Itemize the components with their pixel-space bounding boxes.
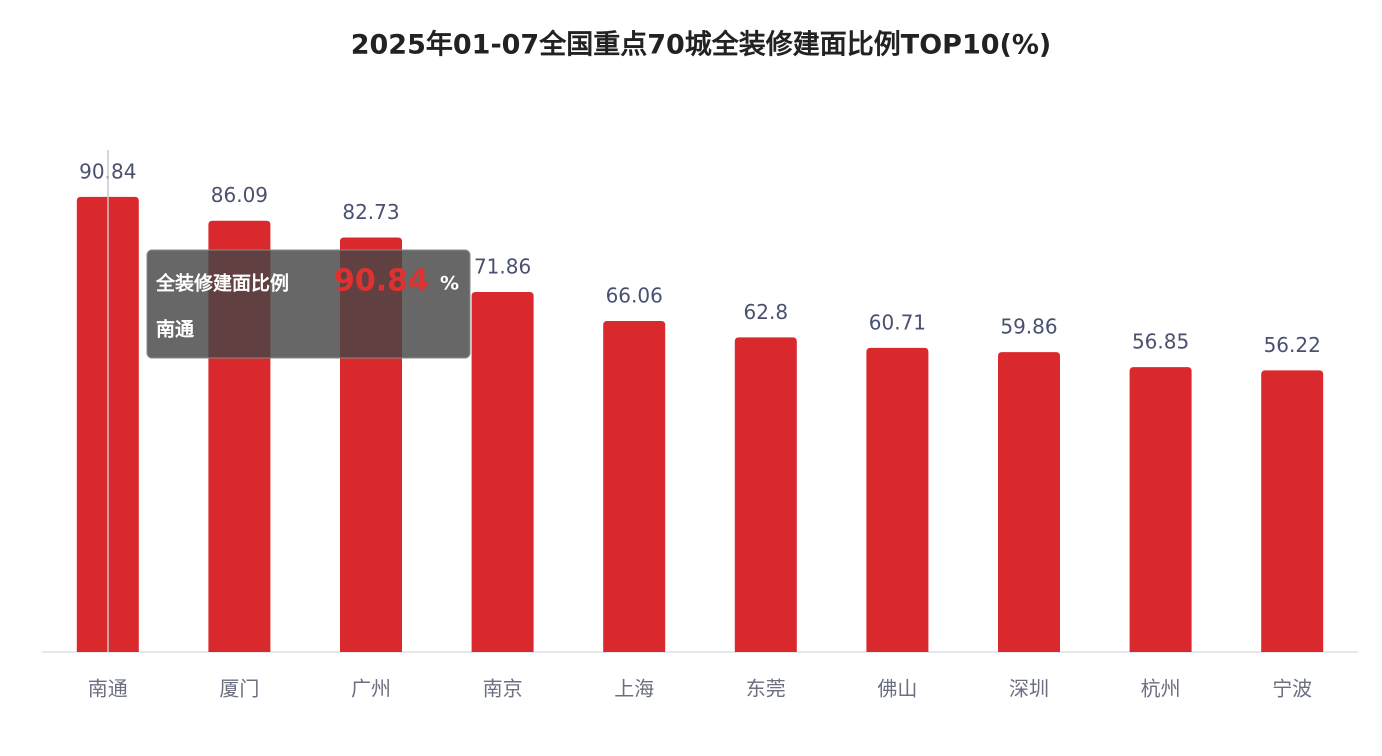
x-tick-label: 佛山 xyxy=(877,677,917,701)
bar xyxy=(734,337,797,652)
bar xyxy=(998,352,1060,652)
x-tick-label: 南通 xyxy=(88,677,128,701)
bar xyxy=(866,347,929,652)
x-tick-label: 广州 xyxy=(351,677,391,701)
tooltip-unit: % xyxy=(440,273,459,295)
tooltip-value: 90.84 xyxy=(334,264,429,299)
chart-title: 2025年01-07全国重点70城全装修建面比例TOP10(%) xyxy=(351,29,1052,61)
x-tick-label: 深圳 xyxy=(1009,677,1049,701)
value-label: 59.86 xyxy=(1000,315,1057,339)
x-tick-label: 厦门 xyxy=(219,677,259,701)
value-label: 86.09 xyxy=(211,183,268,207)
value-label: 82.73 xyxy=(342,200,399,224)
value-label: 66.06 xyxy=(606,284,663,308)
x-tick-label: 宁波 xyxy=(1272,677,1312,701)
tooltip-label: 全装修建面比例 xyxy=(155,272,289,295)
x-tick-label: 南京 xyxy=(483,677,523,701)
value-label: 56.85 xyxy=(1132,330,1189,354)
bars: 90.84 南通 86.09 厦门 82.73 广州 71.86 南京 66.06 上海 62.8 东… xyxy=(76,159,1324,701)
x-tick-label: 上海 xyxy=(614,677,654,701)
tooltip: 全装修建面比例 90.84 % 南通 xyxy=(146,249,471,359)
value-label: 56.22 xyxy=(1264,333,1321,357)
value-label: 60.71 xyxy=(869,310,926,334)
x-tick-label: 东莞 xyxy=(746,677,786,701)
value-label: 62.8 xyxy=(744,300,789,324)
bar xyxy=(471,291,534,652)
bar xyxy=(603,321,666,652)
bar xyxy=(1129,367,1192,652)
x-tick-label: 杭州 xyxy=(1141,677,1181,701)
bar xyxy=(1261,370,1324,652)
value-label: 71.86 xyxy=(474,254,531,278)
tooltip-box xyxy=(146,249,471,359)
tooltip-category: 南通 xyxy=(156,319,195,341)
